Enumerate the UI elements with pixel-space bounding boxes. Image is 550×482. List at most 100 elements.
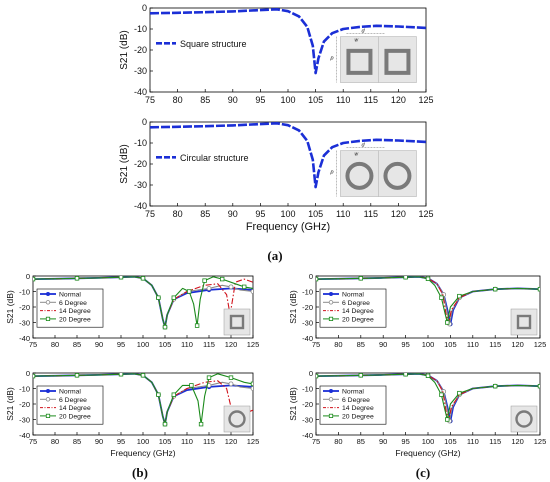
y-tick-label: -20 [19, 400, 30, 409]
legend-label: 6 Degree [342, 397, 370, 404]
y-axis-label: S21 (dB) [119, 144, 130, 183]
y-axis-label: S21 (dB) [5, 290, 15, 324]
dimension-label-w: w [354, 152, 358, 158]
data-point [140, 373, 146, 378]
x-tick-label: 120 [511, 437, 524, 446]
legend-label: 14 Degree [342, 405, 374, 412]
y-tick-label: -40 [19, 334, 30, 343]
y-tick-label: -20 [134, 45, 147, 55]
x-tick-label: 110 [181, 437, 193, 446]
x-axis-label: Frequency (GHz) [110, 448, 175, 458]
dimension-label-p: p [329, 56, 333, 62]
legend-marker [328, 397, 334, 402]
x-tick-label: 110 [181, 340, 193, 349]
x-tick-label: 120 [225, 437, 238, 446]
x-tick-label: 95 [401, 340, 409, 349]
y-tick-label: -40 [302, 431, 313, 440]
x-tick-label: 90 [228, 95, 238, 105]
y-tick-label: 0 [309, 369, 313, 378]
series-line-20-degree [33, 373, 253, 425]
x-tick-label: 105 [159, 437, 172, 446]
x-tick-label: 80 [173, 95, 183, 105]
unit-cell-inset [223, 308, 251, 336]
y-axis-label: S21 (dB) [288, 290, 298, 324]
x-tick-label: 115 [203, 437, 215, 446]
data-point [156, 392, 161, 397]
legend-marker [328, 413, 334, 419]
data-point [156, 295, 161, 300]
data-point [33, 276, 36, 282]
x-tick-label: 105 [444, 437, 457, 446]
x-tick-label: 115 [203, 340, 215, 349]
y-tick-label: -10 [134, 138, 147, 148]
x-tick-label: 80 [51, 437, 59, 446]
y-tick-label: 0 [26, 272, 30, 281]
x-tick-label: 80 [334, 340, 342, 349]
legend-label: 20 Degree [342, 316, 374, 323]
square-ring-icon [516, 314, 532, 330]
legend-label: 14 Degree [59, 405, 91, 412]
y-tick-label: -40 [302, 334, 313, 343]
legend-label: 6 Degree [59, 397, 87, 404]
legend-marker [328, 316, 334, 322]
legend-marker [46, 292, 50, 296]
legend-marker [46, 389, 50, 393]
y-tick-label: -20 [302, 400, 313, 409]
data-point [457, 293, 462, 299]
x-tick-label: 100 [280, 209, 295, 219]
dimension-label-p: p [329, 170, 333, 176]
data-point [202, 278, 207, 283]
y-tick-label: -10 [134, 24, 147, 34]
circular-ring-icon [383, 161, 412, 190]
data-point [219, 276, 225, 282]
legend-marker [329, 292, 333, 296]
x-tick-label: 125 [418, 95, 433, 105]
x-tick-label: 110 [467, 340, 479, 349]
x-tick-label: 95 [117, 340, 125, 349]
series-line-circular-structure [150, 122, 426, 189]
x-axis-label: Frequency (GHz) [395, 448, 460, 458]
data-point [537, 383, 540, 389]
legend-label: Square structure [180, 39, 247, 49]
square-ring-icon [229, 314, 245, 330]
x-tick-label: 85 [357, 437, 365, 446]
data-point [228, 381, 234, 387]
data-point [250, 381, 253, 387]
data-point [194, 323, 200, 328]
x-tick-label: 125 [247, 340, 260, 349]
y-axis-label: S21 (dB) [119, 30, 130, 69]
legend-label: 14 Degree [59, 308, 91, 315]
y-tick-label: 0 [26, 369, 30, 378]
data-point [74, 373, 80, 378]
x-tick-label: 115 [489, 340, 501, 349]
x-tick-label: 90 [95, 437, 103, 446]
x-tick-label: 125 [534, 340, 547, 349]
x-tick-label: 75 [312, 437, 320, 446]
y-tick-label: 0 [309, 272, 313, 281]
x-tick-label: 85 [73, 340, 81, 349]
caption-c: (c) [416, 465, 430, 480]
data-point [425, 373, 431, 378]
data-point [171, 392, 176, 397]
y-tick-label: -30 [19, 416, 30, 425]
data-point [241, 284, 247, 290]
circular-ring-icon [515, 410, 533, 428]
data-point [206, 375, 212, 380]
x-tick-label: 75 [145, 209, 155, 219]
data-point [358, 276, 363, 281]
y-tick-label: -40 [134, 201, 147, 211]
x-tick-label: 125 [247, 437, 260, 446]
y-tick-label: 0 [142, 117, 147, 127]
x-tick-label: 80 [334, 437, 342, 446]
series-line-20-degree [33, 276, 253, 328]
caption-a: (a) [267, 248, 282, 263]
x-tick-label: 80 [173, 209, 183, 219]
x-tick-label: 105 [159, 340, 172, 349]
x-tick-label: 90 [379, 340, 387, 349]
y-tick-label: -30 [302, 319, 313, 328]
data-point [162, 324, 168, 330]
legend-label: 6 Degree [59, 300, 87, 307]
